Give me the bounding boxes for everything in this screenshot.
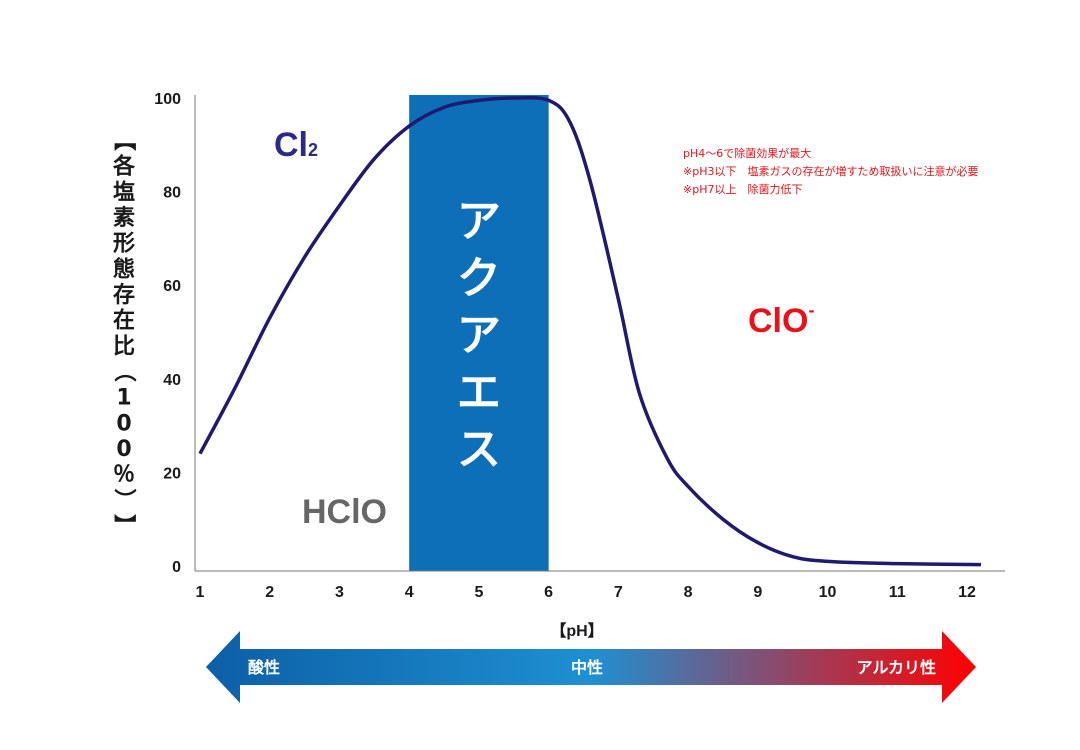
x-tick-label: 8 (684, 584, 693, 601)
y-axis-label-char: （ (111, 360, 136, 382)
y-tick-label: 0 (172, 559, 181, 576)
note-line-3: ※pH7以上 除菌力低下 (683, 182, 802, 196)
note-line-1: pH4～6で除菌効果が最大 (683, 146, 811, 160)
y-tick-label: 100 (154, 91, 181, 108)
aquaes-label-char: エ (457, 367, 501, 418)
cl2-label: Cl2 (274, 126, 318, 164)
y-axis-label-char: 0 (116, 411, 131, 436)
aquaes-label-char: ス (457, 424, 501, 475)
x-tick-label: 7 (614, 584, 623, 601)
y-axis-label-char: 】 (111, 514, 136, 536)
x-tick-label: 4 (405, 584, 414, 601)
x-tick-label: 1 (196, 584, 205, 601)
aquaes-label: アクアエス (457, 196, 501, 475)
clo-label: ClO- (748, 300, 814, 340)
y-axis-label-char: 比 (113, 334, 135, 359)
x-tick-label: 6 (544, 584, 553, 601)
x-axis-label: 【pH】 (550, 622, 603, 640)
y-axis-label-char: 在 (113, 308, 135, 334)
y-axis-label-char: 【 (111, 129, 136, 151)
aquaes-label-char: ア (457, 310, 501, 361)
aquaes-label-char: ク (457, 253, 501, 304)
acidic-label: 酸性 (248, 658, 280, 677)
x-tick-label: 2 (265, 584, 274, 601)
y-tick-label: 20 (163, 465, 181, 482)
x-tick-label: 5 (474, 584, 483, 601)
y-axis-label-char: 態 (113, 256, 135, 282)
y-axis-label-char: 0 (116, 437, 131, 462)
y-axis-label-char: 1 (116, 386, 131, 411)
note-line-2: ※pH3以下 塩素ガスの存在が増すため取扱いに注意が必要 (683, 164, 978, 178)
y-axis-label-char: 素 (113, 205, 135, 231)
alkaline-label: アルカリ性 (857, 658, 936, 677)
y-axis-label-char: 各 (112, 154, 136, 180)
hclo-label: HClO (302, 493, 387, 531)
x-tick-label: 9 (753, 584, 762, 601)
chlorine-curve (198, 95, 981, 567)
x-tick-label: 3 (335, 584, 344, 601)
neutral-label: 中性 (571, 658, 603, 677)
aquaes-label-char: ア (457, 196, 501, 247)
ph-scale-arrow (206, 631, 976, 703)
y-axis-label-char: 形 (113, 232, 135, 257)
y-axis-label-char: ％ (113, 463, 135, 488)
x-tick-label: 10 (819, 584, 837, 601)
y-tick-label: 40 (163, 372, 181, 389)
x-tick-label: 11 (889, 584, 906, 601)
y-axis-label-char: ） (111, 488, 136, 510)
x-tick-label: 12 (958, 584, 976, 601)
y-tick-label: 60 (163, 278, 181, 295)
y-axis-label-char: 存 (113, 282, 135, 308)
y-tick-label: 80 (163, 185, 181, 202)
aquaes-band (409, 95, 549, 571)
y-axis-label-char: 塩 (113, 179, 135, 205)
